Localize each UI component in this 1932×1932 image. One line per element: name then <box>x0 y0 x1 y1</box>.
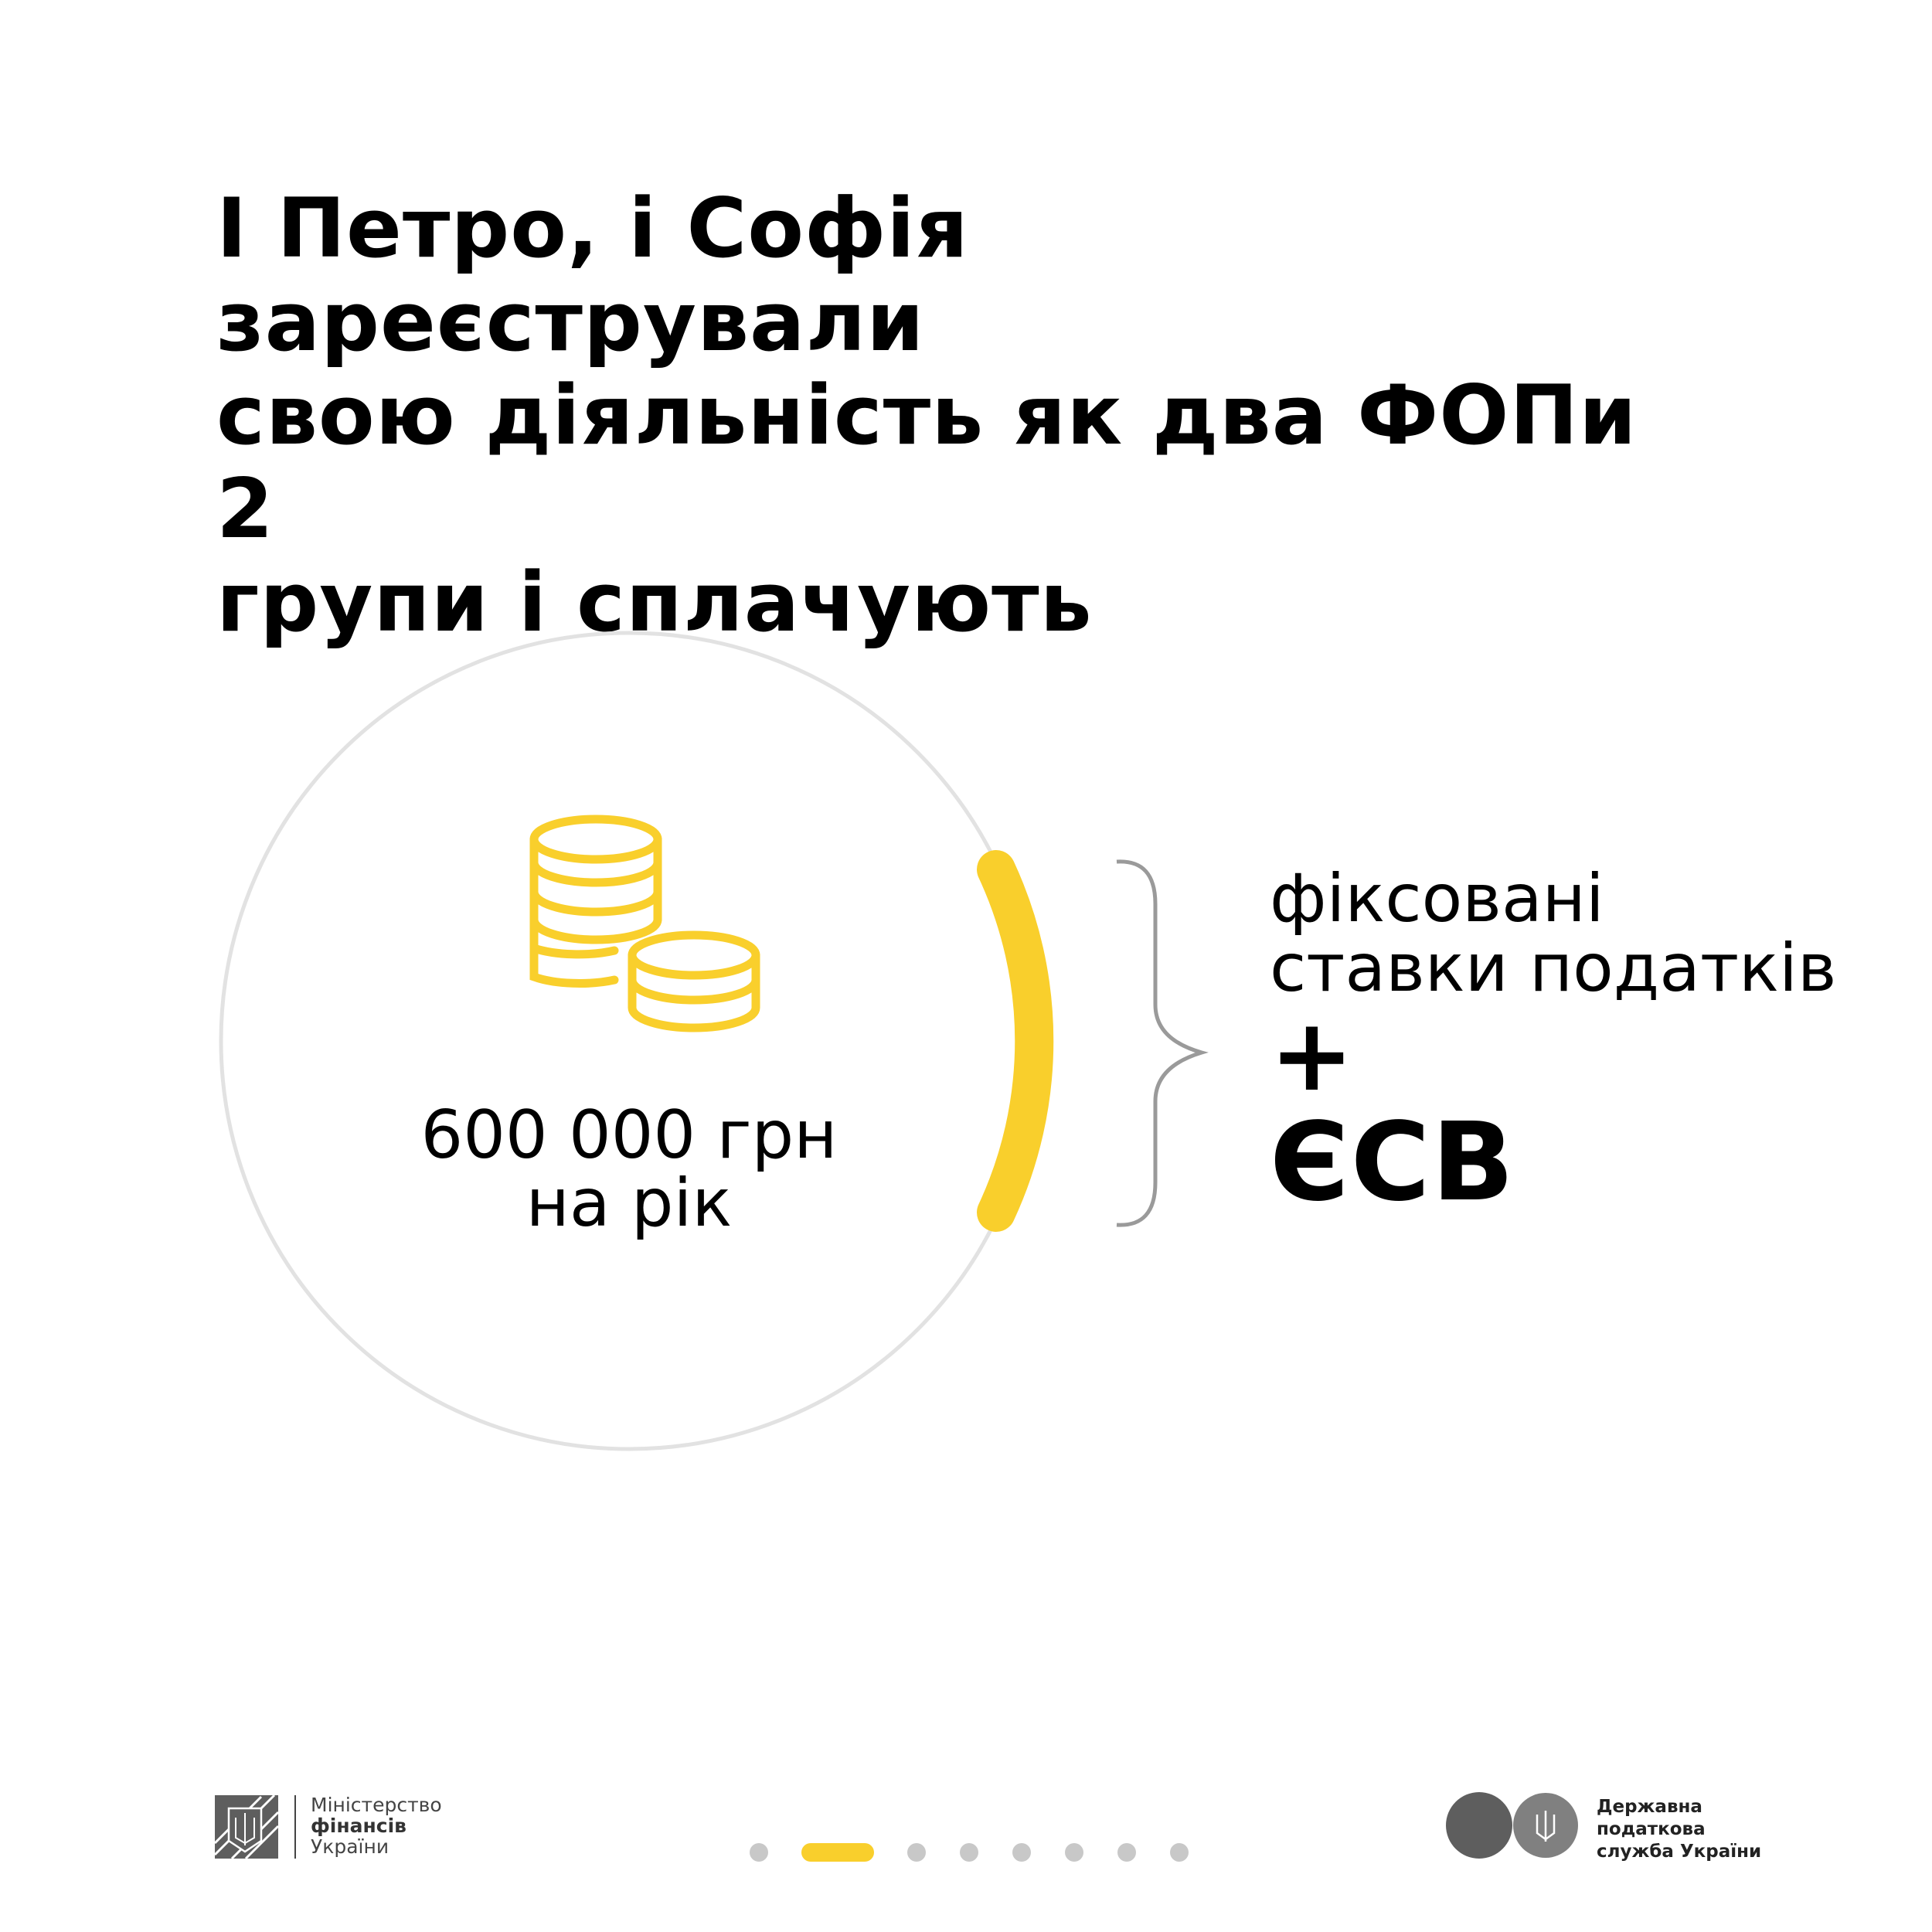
tax-line-2: ставки податків <box>1270 930 1837 1007</box>
pagination-dot[interactable] <box>1012 1843 1031 1862</box>
plus-sign: + <box>1270 996 1354 1114</box>
pagination-dot[interactable] <box>907 1843 926 1862</box>
title-line: І Петро, і Софія зареєстрували <box>216 181 969 369</box>
minfin-line-1: Міністерство <box>311 1794 442 1816</box>
dps-line-3: служба України <box>1597 1842 1762 1862</box>
income-circle <box>219 631 1039 1451</box>
dps-line-2: податкова <box>1597 1819 1706 1839</box>
pagination-dot[interactable] <box>1065 1843 1083 1862</box>
pagination-dots <box>0 1843 1932 1863</box>
pagination-dot[interactable] <box>1170 1843 1189 1862</box>
dps-line-1: Державна <box>1597 1797 1702 1817</box>
pagination-dot-active[interactable] <box>801 1843 874 1862</box>
pagination-dot[interactable] <box>750 1843 768 1862</box>
minfin-line-2: фінансів <box>311 1815 406 1837</box>
title-line: свою діяльність як два ФОПи 2 <box>216 368 1638 556</box>
minfin-line-3: України <box>311 1835 389 1858</box>
coins-stack-icon <box>529 815 760 1032</box>
yellow-arc <box>977 850 1054 1232</box>
amount-period: на рік <box>526 1165 733 1242</box>
esv-label: ЄСВ <box>1270 1100 1516 1226</box>
pagination-dot[interactable] <box>960 1843 978 1862</box>
curly-brace <box>1116 859 1209 1227</box>
amount-value: 600 000 грн <box>420 1097 838 1174</box>
tax-description: фіксовані ставки податків <box>1270 864 1837 1003</box>
pagination-dot[interactable] <box>1117 1843 1136 1862</box>
tax-line-1: фіксовані <box>1270 860 1604 937</box>
income-amount: 600 000 грн на рік <box>320 1101 938 1237</box>
dps-logo-text: Державна податкова служба України <box>1597 1796 1761 1863</box>
minfin-logo-text: Міністерство фінансів України <box>311 1794 442 1857</box>
